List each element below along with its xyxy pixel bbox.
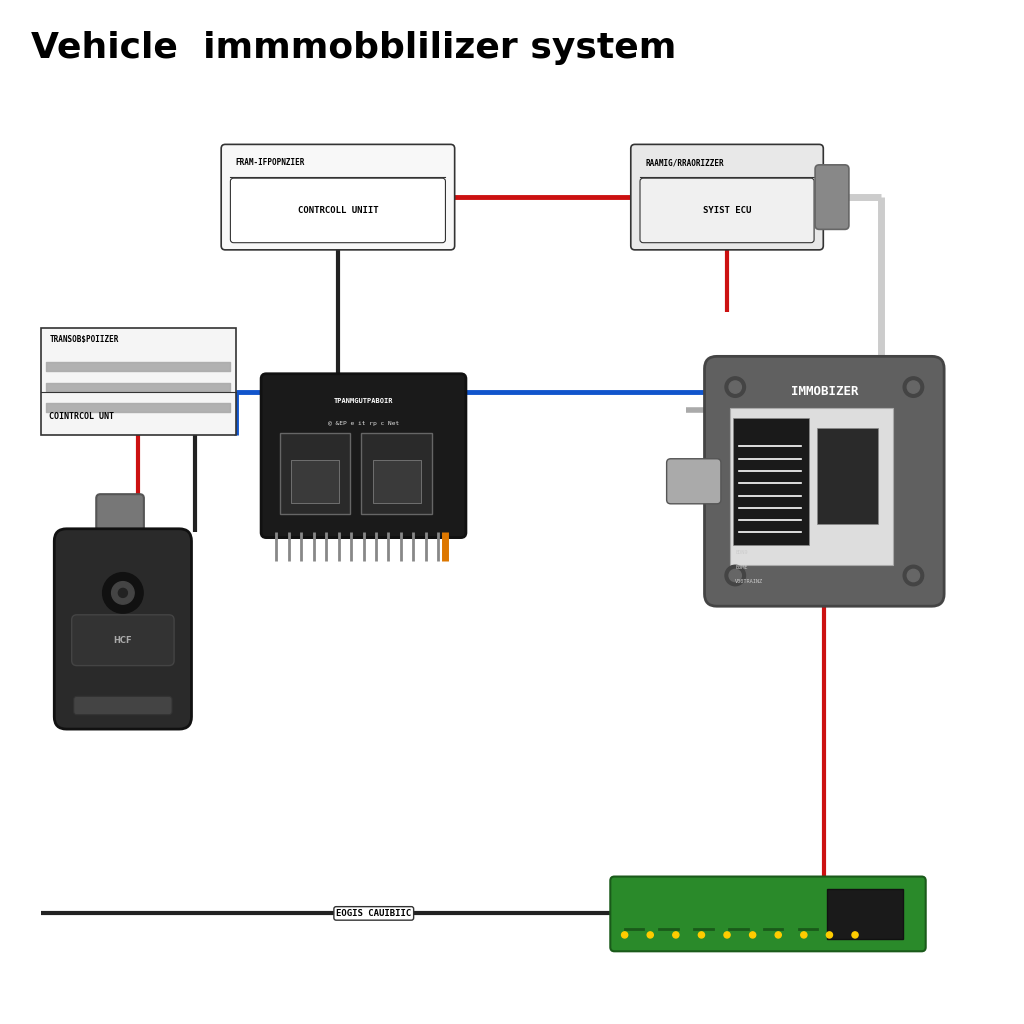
Circle shape	[647, 932, 653, 938]
Circle shape	[622, 932, 628, 938]
Circle shape	[903, 565, 924, 586]
Circle shape	[725, 377, 745, 397]
FancyBboxPatch shape	[74, 696, 172, 715]
FancyBboxPatch shape	[610, 877, 926, 951]
Circle shape	[112, 582, 134, 604]
Circle shape	[673, 932, 679, 938]
FancyBboxPatch shape	[730, 408, 893, 565]
Text: V00TRAINZ: V00TRAINZ	[735, 580, 763, 584]
Circle shape	[119, 589, 127, 597]
Text: E0ME: E0ME	[735, 565, 748, 569]
Text: RAAMIG/RRAORIZZER: RAAMIG/RRAORIZZER	[645, 159, 724, 167]
Text: IMMOBIZER: IMMOBIZER	[791, 385, 858, 397]
FancyBboxPatch shape	[291, 460, 339, 503]
Text: EOGIS CAUIBIIC: EOGIS CAUIBIIC	[336, 909, 412, 918]
Circle shape	[725, 565, 745, 586]
Text: TPANMGUTPABOIR: TPANMGUTPABOIR	[334, 398, 393, 404]
Text: COINTRCOL UNT: COINTRCOL UNT	[49, 413, 114, 421]
Text: HCF: HCF	[114, 636, 132, 645]
Text: EDN9: EDN9	[735, 551, 748, 555]
Text: FRAM-IFPOPNZIER: FRAM-IFPOPNZIER	[236, 159, 305, 167]
Circle shape	[102, 572, 143, 613]
Circle shape	[826, 932, 833, 938]
Text: Vehicle  immmobblilizer system: Vehicle immmobblilizer system	[31, 31, 676, 65]
Circle shape	[729, 569, 741, 582]
FancyBboxPatch shape	[827, 889, 903, 939]
Text: SYIST ECU: SYIST ECU	[702, 206, 752, 215]
Text: @ &EP e it rp c Net: @ &EP e it rp c Net	[328, 422, 399, 426]
Circle shape	[903, 377, 924, 397]
FancyBboxPatch shape	[72, 614, 174, 666]
Circle shape	[801, 932, 807, 938]
FancyBboxPatch shape	[373, 460, 421, 503]
Circle shape	[852, 932, 858, 938]
FancyBboxPatch shape	[667, 459, 721, 504]
FancyBboxPatch shape	[230, 178, 445, 243]
FancyBboxPatch shape	[280, 433, 350, 514]
FancyBboxPatch shape	[361, 433, 432, 514]
FancyBboxPatch shape	[261, 374, 466, 538]
FancyBboxPatch shape	[733, 418, 809, 545]
Circle shape	[698, 932, 705, 938]
FancyBboxPatch shape	[815, 165, 849, 229]
Circle shape	[724, 932, 730, 938]
FancyBboxPatch shape	[817, 428, 878, 524]
Circle shape	[907, 569, 920, 582]
Circle shape	[775, 932, 781, 938]
FancyBboxPatch shape	[41, 328, 236, 435]
Text: TRANSOB$POIIZER: TRANSOB$POIIZER	[49, 336, 119, 344]
Circle shape	[729, 381, 741, 393]
Circle shape	[750, 932, 756, 938]
FancyBboxPatch shape	[96, 495, 143, 552]
FancyBboxPatch shape	[640, 178, 814, 243]
Text: CONTRCOLL UNIIT: CONTRCOLL UNIIT	[298, 206, 378, 215]
FancyBboxPatch shape	[221, 144, 455, 250]
FancyBboxPatch shape	[54, 528, 191, 729]
FancyBboxPatch shape	[705, 356, 944, 606]
Circle shape	[907, 381, 920, 393]
FancyBboxPatch shape	[631, 144, 823, 250]
